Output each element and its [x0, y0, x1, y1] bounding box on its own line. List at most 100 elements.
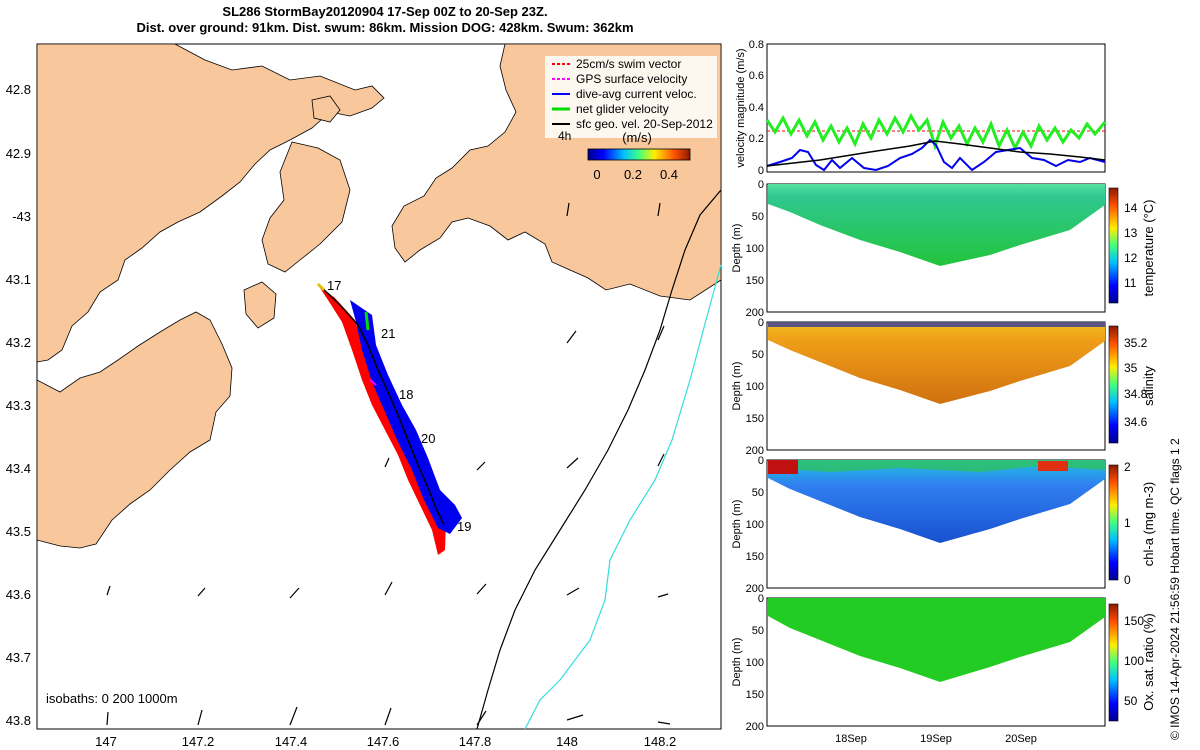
depth-tick: 100	[746, 381, 764, 393]
colorbar-tick: 0	[593, 167, 600, 182]
depth-tick: 0	[758, 179, 764, 191]
legend-item: net glider velocity	[576, 102, 669, 116]
cbar-tick: 35	[1124, 361, 1138, 375]
lat-tick-label: 42.8	[6, 82, 31, 97]
depth-tick: 200	[746, 583, 764, 595]
lon-tick-label: 147.2	[182, 734, 215, 749]
day-label: 20	[421, 431, 435, 446]
lat-tick-label: 43.1	[6, 272, 31, 287]
cbar-tick: 35.2	[1124, 336, 1148, 350]
net-velocity-green	[364, 311, 370, 331]
day-label: 18	[399, 387, 413, 402]
land-south-west	[37, 311, 233, 549]
depth-tick: 150	[746, 689, 764, 701]
depth-tick: 200	[746, 445, 764, 457]
cbar-tick: 50	[1124, 694, 1138, 708]
depth-tick: 50	[752, 211, 764, 223]
lat-tick-label: 43.5	[6, 524, 31, 539]
time-tick: 19Sep	[920, 733, 952, 745]
time-axis: 18Sep 19Sep 20Sep	[835, 733, 1037, 745]
lat-tick-label: 43.6	[6, 587, 31, 602]
vel-ytick: 0.8	[749, 39, 764, 51]
depth-ticks: 0 50 100 150 200 0 50 100 150 200 0 50 1…	[746, 179, 764, 733]
cbar-tick: 2	[1124, 460, 1131, 474]
cbar-tick: 34.6	[1124, 415, 1148, 429]
current-vectors-blue	[350, 300, 462, 534]
land-small-island	[311, 95, 341, 123]
oxygen-field	[768, 598, 1105, 682]
cbar-label: temperature (°C)	[1141, 200, 1156, 297]
glider-track	[316, 282, 462, 555]
map-legend: 25cm/s swim vector GPS surface velocity …	[545, 56, 717, 143]
colorbar-unit: (m/s)	[622, 130, 652, 145]
land-central	[261, 141, 351, 273]
lat-tick-label: 43.4	[6, 461, 31, 476]
cbar-tick: 0	[1124, 573, 1131, 587]
lat-tick-label: 42.9	[6, 146, 31, 161]
day-label: 19	[457, 519, 471, 534]
depth-tick: 150	[746, 551, 764, 563]
depth-tick: 50	[752, 487, 764, 499]
gps-velocity-magenta	[369, 379, 377, 386]
depth-tick: 200	[746, 721, 764, 733]
cbar-tick: 11	[1124, 276, 1137, 290]
vel-ytick: 0	[758, 165, 764, 177]
vel-ytick: 0.6	[749, 70, 764, 82]
map-panel: 17 21 18 20 19 42.8 42.9 -43 43.1 43.2 4…	[6, 43, 722, 749]
land-islet	[243, 281, 277, 329]
swim-vectors-red	[318, 285, 446, 555]
sfc-geostrophic-series	[766, 140, 1106, 167]
colorbar-tick: 0.2	[624, 167, 642, 182]
depth-tick: 100	[746, 657, 764, 669]
temperature-field	[768, 184, 1105, 266]
time-tick: 20Sep	[1005, 733, 1037, 745]
depth-tick: 50	[752, 625, 764, 637]
title-line-1: SL286 StormBay20120904 17-Sep 00Z to 20-…	[222, 4, 548, 19]
lon-axis: 147 147.2 147.4 147.6 147.8 148 148.2	[95, 734, 676, 749]
lon-tick-label: 148	[556, 734, 578, 749]
section-colorbars: 11 12 13 14 temperature (°C) 34.6 34.8 3…	[1108, 187, 1156, 722]
cbar-tick: 13	[1124, 226, 1138, 240]
cbar-label: Ox. sat. ratio (%)	[1141, 613, 1156, 711]
section-salinity	[766, 321, 1106, 451]
depth-label: Depth (m)	[731, 638, 743, 687]
chlorophyll-field	[768, 460, 1105, 543]
lon-tick-label: 147.4	[275, 734, 308, 749]
lat-tick-label: 43.3	[6, 398, 31, 413]
lat-tick-label: 43.2	[6, 335, 31, 350]
depth-tick: 0	[758, 317, 764, 329]
isobath-200m	[476, 189, 722, 730]
cbar-tick: 34.8	[1124, 387, 1148, 401]
cbar-label: salinity	[1141, 366, 1156, 406]
time-tick: 18Sep	[835, 733, 867, 745]
legend-item: 25cm/s swim vector	[576, 57, 681, 71]
imos-credit: © IMOS 14-Apr-2024 21:56:59 Hobart time.…	[1168, 438, 1182, 740]
cbar-tick: 150	[1124, 614, 1144, 628]
depth-label: Depth (m)	[731, 224, 743, 273]
vel-ytick: 0.4	[749, 102, 764, 114]
day-label: 17	[327, 278, 341, 293]
vel-ylabel: velocity magnitude (m/s)	[735, 48, 747, 167]
lon-tick-label: 147.6	[367, 734, 400, 749]
track-start-yellow	[316, 282, 326, 292]
cbar-tick: 1	[1124, 516, 1131, 530]
figure-title: SL286 StormBay20120904 17-Sep 00Z to 20-…	[40, 4, 730, 36]
depth-tick: 0	[758, 455, 764, 467]
section-chlorophyll	[766, 459, 1106, 589]
cbar-tick: 100	[1124, 654, 1144, 668]
depth-tick: 100	[746, 519, 764, 531]
depth-tick: 100	[746, 243, 764, 255]
geostrophic-vectors	[106, 202, 671, 726]
colorbar-tick: 0.4	[660, 167, 678, 182]
lat-axis: 42.8 42.9 -43 43.1 43.2 43.3 43.4 43.5 4…	[6, 82, 31, 728]
velocity-colorbar: (m/s) 0 0.2 0.4	[587, 130, 691, 182]
legend-item: GPS surface velocity	[576, 72, 687, 86]
depth-tick: 0	[758, 593, 764, 605]
section-oxygen	[766, 597, 1106, 727]
cbar-label: chl-a (mg m-3)	[1141, 482, 1156, 567]
section-temperature	[766, 183, 1106, 313]
net-velocity-series	[765, 112, 1107, 152]
lon-tick-label: 147.8	[459, 734, 492, 749]
lat-tick-label: 43.8	[6, 713, 31, 728]
